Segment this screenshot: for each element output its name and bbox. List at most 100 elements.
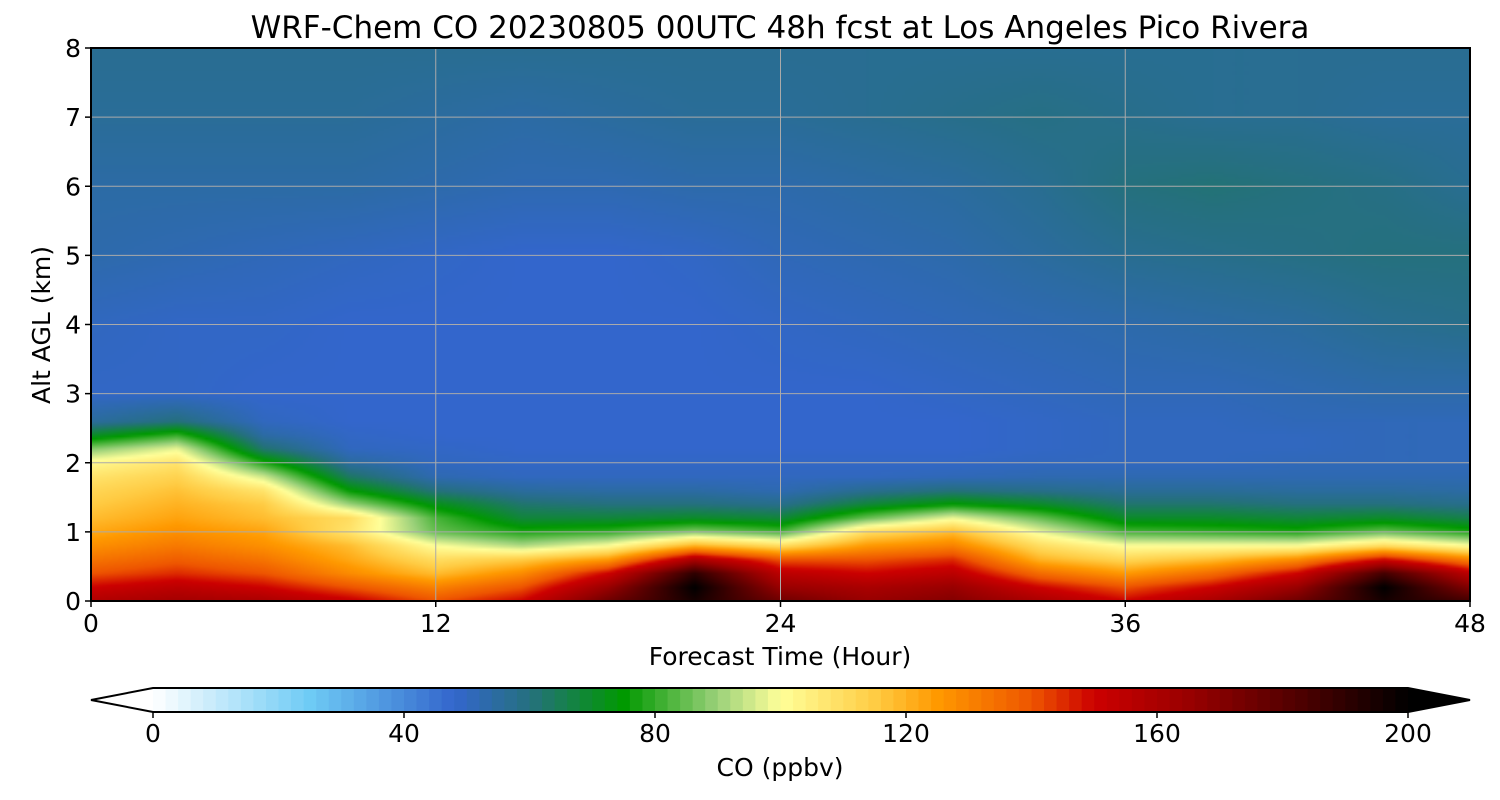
colorbar-level <box>1257 688 1271 712</box>
colorbar-level <box>931 688 945 712</box>
colorbar-level <box>391 688 405 712</box>
colorbar-tick-label: 0 <box>145 719 161 748</box>
colorbar-level <box>303 688 317 712</box>
colorbar <box>90 687 1471 713</box>
colorbar-level <box>253 688 267 712</box>
colorbar-level <box>667 688 681 712</box>
colorbar-level <box>1382 688 1397 712</box>
x-tick-label: 12 <box>420 609 452 638</box>
colorbar-level <box>742 688 756 712</box>
colorbar-level <box>1395 688 1409 712</box>
colorbar-level <box>1295 688 1309 712</box>
colorbar-label: CO (ppbv) <box>717 753 844 782</box>
colorbar-level <box>1131 688 1146 712</box>
colorbar-level <box>579 688 593 712</box>
grid-lines <box>91 48 1470 601</box>
colorbar-tick-label: 80 <box>639 719 671 748</box>
colorbar-level <box>291 688 305 712</box>
colorbar-level <box>617 688 631 712</box>
colorbar-level <box>981 688 995 712</box>
colorbar-level <box>316 688 330 712</box>
colorbar-level <box>705 688 719 712</box>
colorbar-level <box>203 688 217 712</box>
colorbar-level <box>604 688 618 712</box>
colorbar-level <box>479 688 493 712</box>
colorbar-level <box>880 688 895 712</box>
colorbar-level <box>1320 688 1334 712</box>
colorbar-level <box>767 688 782 712</box>
colorbar-level <box>454 688 468 712</box>
colorbar-level <box>278 688 292 712</box>
colorbar-level <box>993 688 1007 712</box>
colorbar-level <box>1219 688 1233 712</box>
x-tick-label: 36 <box>1109 609 1141 638</box>
x-axis-label: Forecast Time (Hour) <box>649 642 912 671</box>
colorbar-level <box>1282 688 1296 712</box>
colorbar-level <box>378 688 393 712</box>
colorbar-level <box>328 688 342 712</box>
colorbar-level <box>1018 688 1033 712</box>
colorbar-level <box>968 688 982 712</box>
colorbar-level <box>265 688 280 712</box>
y-tick-label: 8 <box>65 34 81 63</box>
y-tick-label: 7 <box>65 103 81 132</box>
colorbar-level <box>1207 688 1221 712</box>
colorbar-level <box>165 688 179 712</box>
colorbar-level <box>1056 688 1070 712</box>
colorbar-level <box>1269 688 1284 712</box>
colorbar-level <box>504 688 518 712</box>
colorbar-tick-label: 120 <box>882 719 930 748</box>
colorbar-level <box>730 688 744 712</box>
colorbar-level <box>642 688 656 712</box>
colorbar-level <box>1182 688 1196 712</box>
colorbar-level <box>1370 688 1384 712</box>
colorbar-level <box>215 688 229 712</box>
y-tick-label: 3 <box>65 380 81 409</box>
colorbar-level <box>466 688 480 712</box>
x-tick-label: 48 <box>1454 609 1486 638</box>
colorbar-level <box>178 688 192 712</box>
colorbar-level <box>542 688 556 712</box>
colorbar-tick-label: 160 <box>1133 719 1181 748</box>
colorbar-level <box>868 688 882 712</box>
y-tick-label: 6 <box>65 172 81 201</box>
colorbar-level <box>1307 688 1321 712</box>
colorbar-level <box>780 688 794 712</box>
colorbar-level <box>1081 688 1095 712</box>
colorbar-level <box>793 688 807 712</box>
colorbar-level <box>341 688 355 712</box>
colorbar-ticks: 0 40 80 120 160 200 <box>145 712 1432 748</box>
colorbar-level <box>1232 688 1246 712</box>
colorbar-level <box>353 688 367 712</box>
y-tick-label: 1 <box>65 518 81 547</box>
colorbar-level <box>1006 688 1020 712</box>
colorbar-level <box>529 688 543 712</box>
colorbar-level <box>1119 688 1133 712</box>
colorbar-level <box>805 688 819 712</box>
colorbar-level <box>1244 688 1258 712</box>
colorbar-level <box>956 688 970 712</box>
colorbar-level <box>1194 688 1208 712</box>
colorbar-level <box>567 688 581 712</box>
y-tick-label: 5 <box>65 241 81 270</box>
colorbar-level <box>1069 688 1083 712</box>
colorbar-level <box>629 688 644 712</box>
colorbar-level <box>1332 688 1346 712</box>
colorbar-level <box>1094 688 1108 712</box>
colorbar-level <box>906 688 920 712</box>
colorbar-level <box>1106 688 1120 712</box>
colorbar-level <box>830 688 844 712</box>
colorbar-level <box>655 688 669 712</box>
x-tick-label: 24 <box>765 609 797 638</box>
colorbar-level <box>1345 688 1359 712</box>
y-tick-label: 2 <box>65 449 81 478</box>
colorbar-level <box>592 688 606 712</box>
colorbar-level <box>843 688 857 712</box>
colorbar-level <box>516 688 531 712</box>
colorbar-level <box>818 688 832 712</box>
colorbar-level <box>190 688 204 712</box>
colorbar-level <box>717 688 731 712</box>
colorbar-level <box>228 688 242 712</box>
colorbar-tick-label: 200 <box>1384 719 1432 748</box>
